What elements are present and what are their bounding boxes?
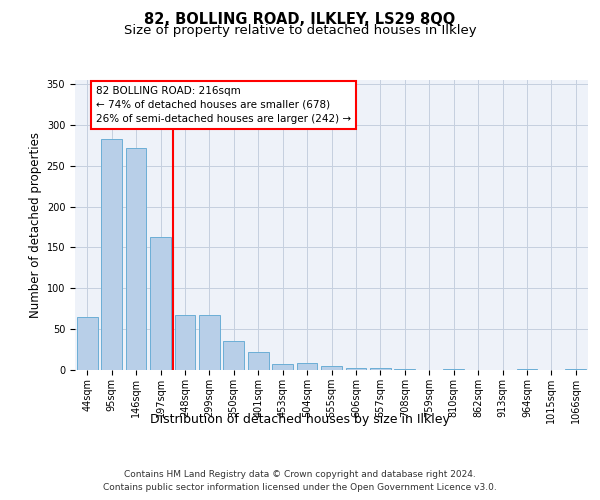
Bar bbox=[517, 369, 538, 370]
Text: Contains public sector information licensed under the Open Government Licence v3: Contains public sector information licen… bbox=[103, 482, 497, 492]
Bar bbox=[125, 148, 146, 370]
Bar bbox=[443, 369, 464, 370]
Bar bbox=[346, 368, 367, 370]
Text: 82 BOLLING ROAD: 216sqm
← 74% of detached houses are smaller (678)
26% of semi-d: 82 BOLLING ROAD: 216sqm ← 74% of detache… bbox=[96, 86, 351, 124]
Bar bbox=[223, 340, 244, 370]
Bar bbox=[370, 368, 391, 370]
Bar bbox=[321, 366, 342, 370]
Bar bbox=[175, 316, 196, 370]
Text: Contains HM Land Registry data © Crown copyright and database right 2024.: Contains HM Land Registry data © Crown c… bbox=[124, 470, 476, 479]
Text: Distribution of detached houses by size in Ilkley: Distribution of detached houses by size … bbox=[150, 412, 450, 426]
Bar bbox=[272, 364, 293, 370]
Bar bbox=[150, 237, 171, 370]
Bar bbox=[199, 316, 220, 370]
Text: Size of property relative to detached houses in Ilkley: Size of property relative to detached ho… bbox=[124, 24, 476, 37]
Bar bbox=[296, 362, 317, 370]
Bar bbox=[101, 139, 122, 370]
Bar bbox=[394, 369, 415, 370]
Text: 82, BOLLING ROAD, ILKLEY, LS29 8QQ: 82, BOLLING ROAD, ILKLEY, LS29 8QQ bbox=[145, 12, 455, 28]
Y-axis label: Number of detached properties: Number of detached properties bbox=[29, 132, 43, 318]
Bar bbox=[248, 352, 269, 370]
Bar bbox=[77, 317, 98, 370]
Bar bbox=[565, 369, 586, 370]
